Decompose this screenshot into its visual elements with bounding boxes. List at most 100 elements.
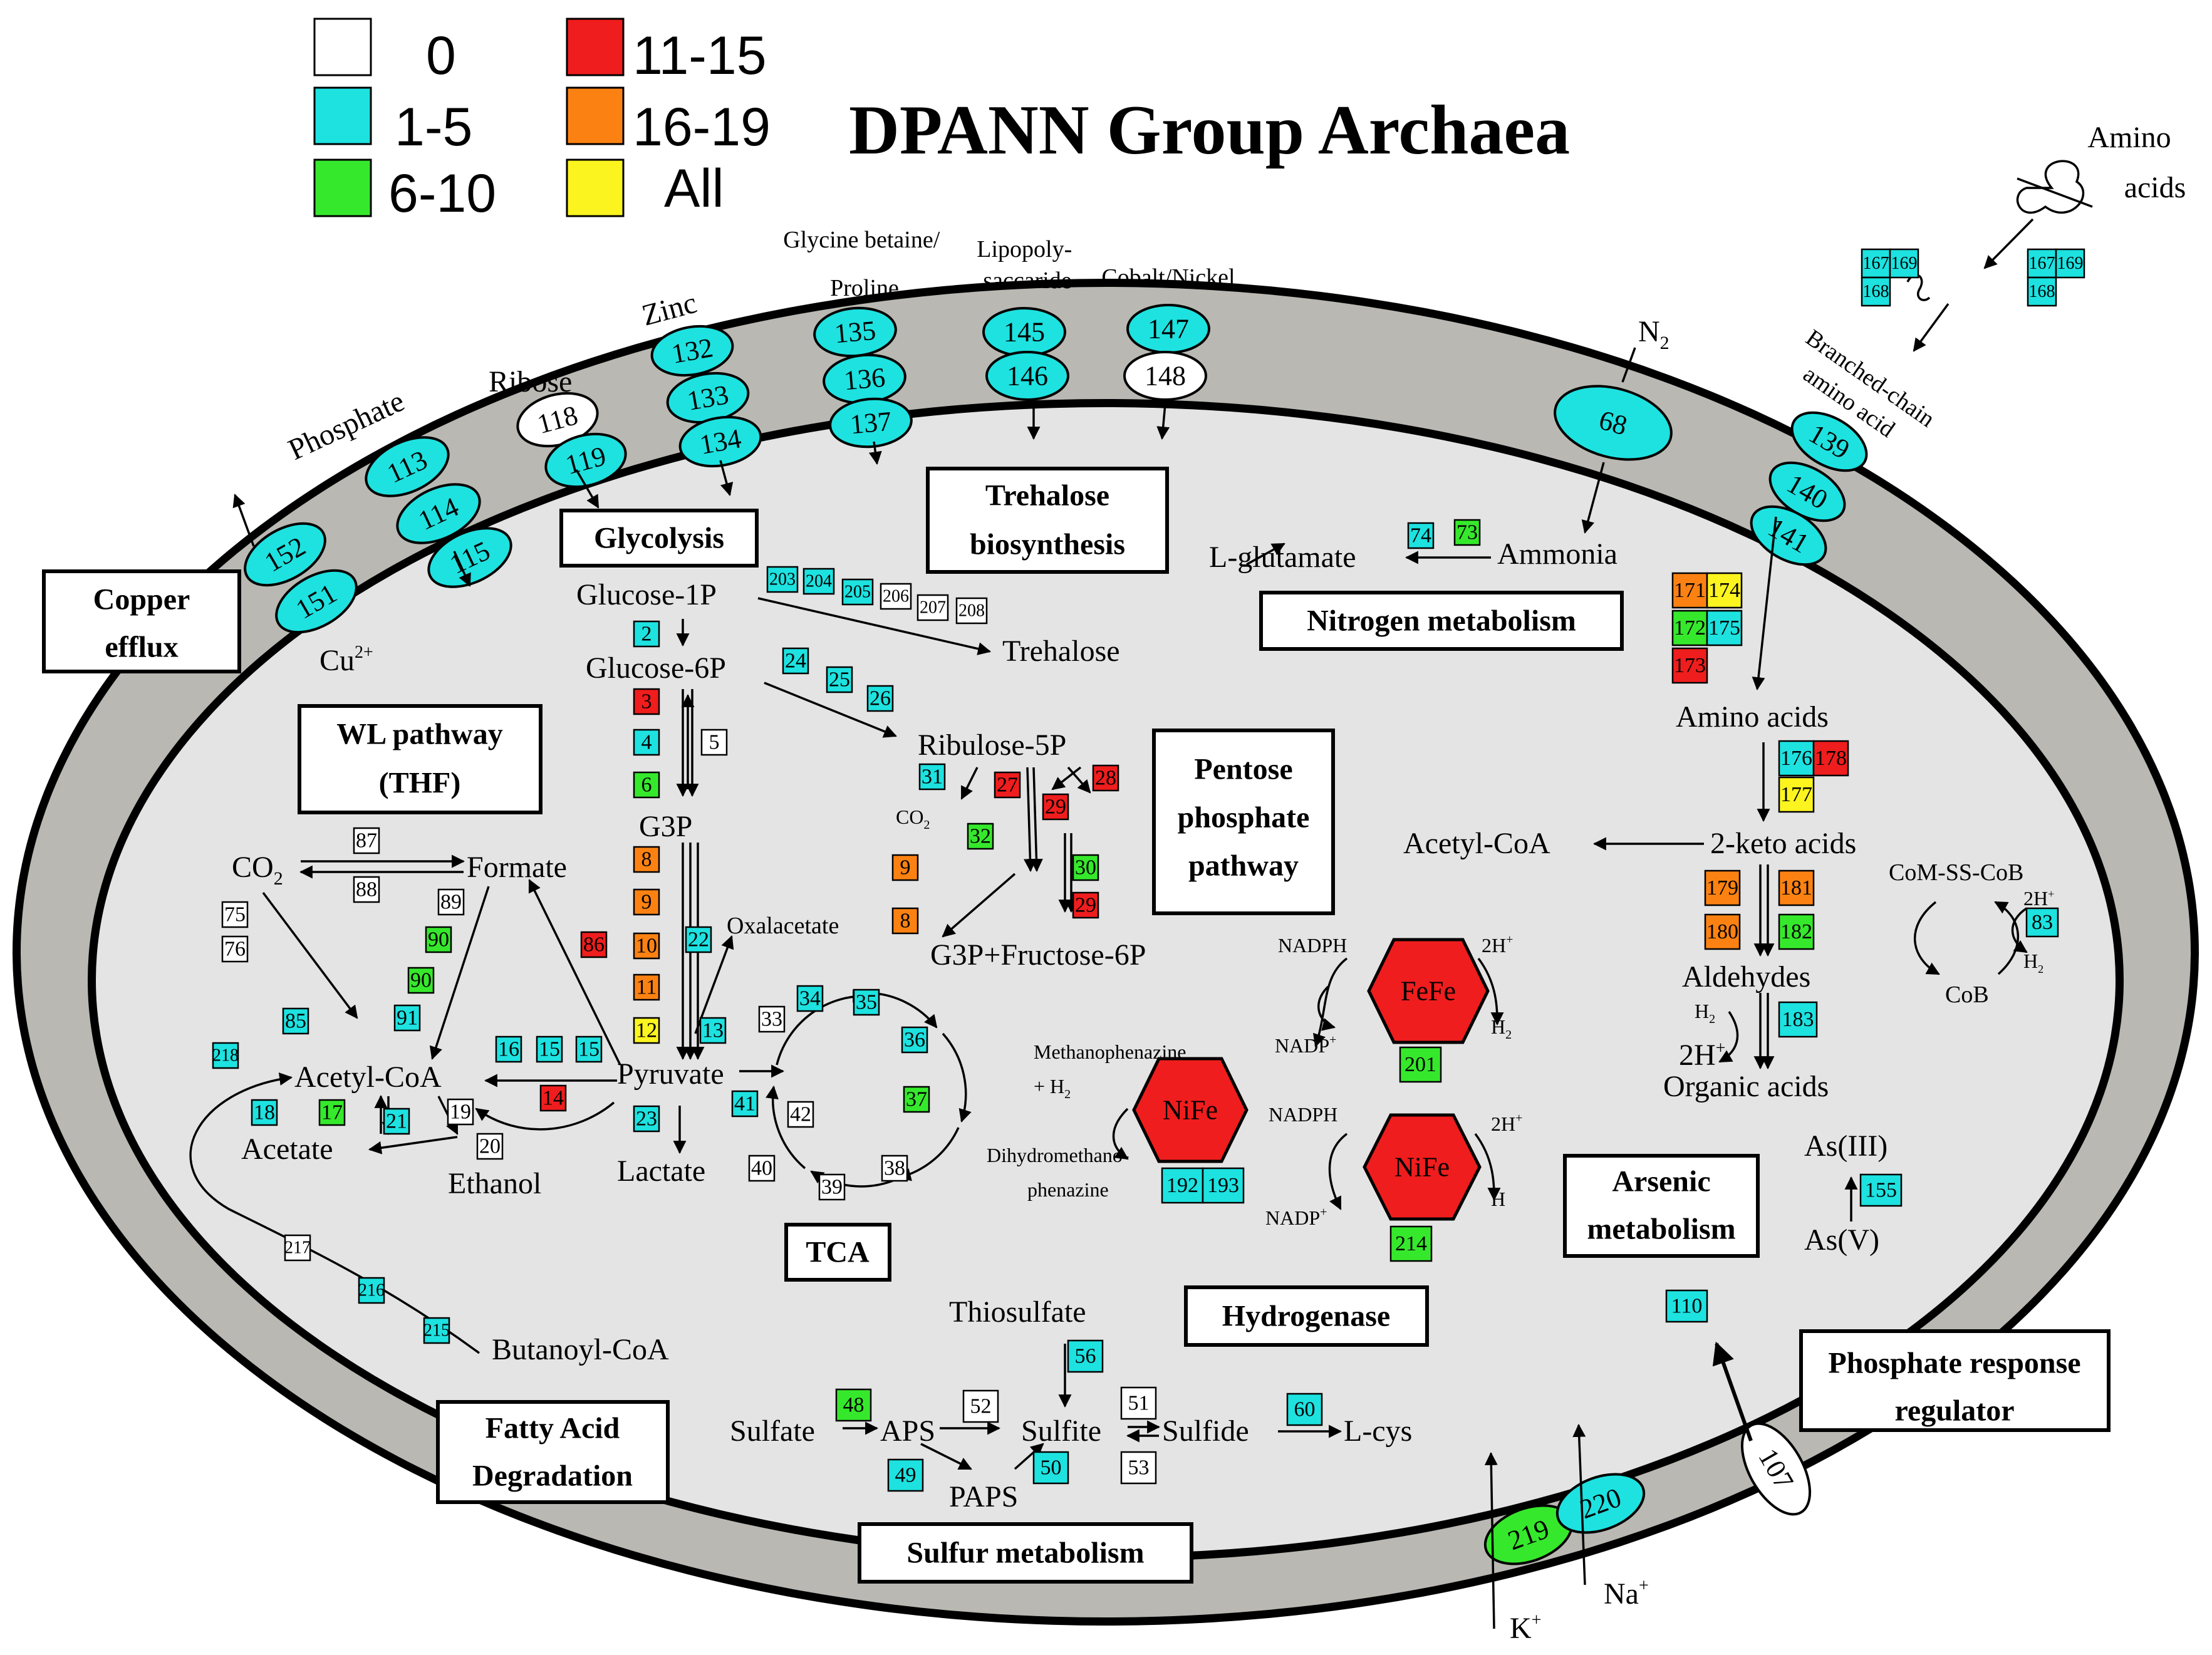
enzyme-175: 175	[1706, 610, 1743, 646]
enzyme-178: 178	[1812, 740, 1849, 777]
enzyme-12: 12	[633, 1017, 660, 1044]
enzyme-15: 15	[575, 1035, 603, 1063]
pyruvate: Pyruvate	[617, 1057, 724, 1091]
paps: PAPS	[949, 1480, 1018, 1513]
nife-hydrogenase-nadph: NiFe	[1363, 1113, 1482, 1221]
enzyme-169: 169	[2055, 248, 2085, 279]
enzyme-214: 214	[1389, 1225, 1433, 1262]
enzyme-label: 155	[1865, 1179, 1897, 1202]
transporter-113: 113	[365, 436, 450, 497]
fefe-hydrogenase: FeFe	[1367, 938, 1490, 1044]
svg-text:Trehalose: Trehalose	[985, 479, 1109, 512]
enzyme-89: 89	[437, 888, 465, 916]
enzyme-label: 204	[806, 572, 832, 591]
enzyme-207: 207	[916, 594, 949, 621]
enzyme-40: 40	[748, 1154, 776, 1182]
transporter-label: 133	[685, 379, 731, 417]
enzyme-label: 217	[284, 1238, 311, 1258]
cell	[13, 279, 2199, 1626]
metabolite-labels: Glucose-1P Glucose-6P Trehalose Ribulose…	[232, 537, 2054, 1513]
enzyme-21: 21	[383, 1108, 410, 1135]
svg-text:WL pathway: WL pathway	[336, 718, 502, 751]
section-sulfur: Sulfur metabolism	[858, 1522, 1193, 1584]
enzyme-32: 32	[967, 822, 994, 850]
svg-text:phosphate: phosphate	[1178, 801, 1310, 834]
enzyme-label: 91	[397, 1007, 418, 1030]
enzyme-label: 2	[641, 623, 652, 646]
butanoyl-coa: Butanoyl-CoA	[492, 1333, 669, 1366]
transporter-label: 147	[1148, 314, 1189, 345]
co2-wl: CO2	[232, 851, 283, 889]
enzyme-48: 48	[835, 1388, 872, 1422]
enzyme-19: 19	[447, 1098, 474, 1126]
enzyme-label: 51	[1128, 1392, 1150, 1415]
enzyme-85: 85	[282, 1007, 309, 1035]
transporter-label: 135	[833, 315, 877, 350]
amino-acids: Amino acids	[1676, 700, 1829, 734]
enzyme-label: 90	[428, 928, 449, 952]
2h-cob: 2H+	[2023, 887, 2054, 910]
2h-aldehyde: 2H+	[1679, 1039, 1725, 1072]
enzyme-label: 83	[2032, 911, 2053, 934]
transporter-135: 135	[813, 306, 897, 358]
transporter-114: 114	[396, 483, 481, 544]
legend-label: 0	[426, 26, 456, 86]
2-keto-acids: 2-keto acids	[1710, 827, 1856, 860]
enzyme-label: 167	[2029, 254, 2055, 273]
plus-h2: + H2	[1034, 1075, 1071, 1101]
enzyme-52: 52	[962, 1389, 999, 1423]
reaction-arrows	[189, 160, 2093, 1629]
lactate: Lactate	[617, 1154, 705, 1188]
enzyme-180: 180	[1704, 913, 1741, 950]
enzyme-192: 192	[1161, 1167, 1204, 1204]
enzyme-14: 14	[539, 1084, 567, 1112]
enzyme-30: 30	[1072, 854, 1099, 881]
enzyme-2: 2	[633, 620, 660, 648]
enzyme-35: 35	[853, 988, 880, 1016]
enzyme-8: 8	[633, 846, 660, 873]
transporter-146: 146	[985, 351, 1069, 401]
na-label: Na+	[1604, 1576, 1649, 1611]
svg-text:regulator: regulator	[1894, 1394, 2014, 1428]
transporter-68: 68	[1554, 385, 1673, 461]
enzyme-label: 203	[769, 570, 796, 589]
transporter-label: 132	[669, 332, 715, 370]
enzyme-label: 27	[997, 774, 1018, 797]
enzyme-label: 22	[688, 928, 709, 952]
enzyme-label: 40	[751, 1157, 772, 1180]
enzyme-6: 6	[633, 771, 660, 799]
enzyme-label: 28	[1095, 767, 1116, 790]
glycine-betaine-label: Glycine betaine/ Proline	[783, 227, 946, 301]
section-trehalose: Trehalose biosynthesis	[926, 467, 1169, 574]
enzyme-label: 182	[1780, 920, 1812, 943]
legend-item: 6-10	[313, 158, 496, 224]
svg-text:NiFe: NiFe	[1394, 1152, 1450, 1183]
enzyme-label: 52	[970, 1395, 992, 1418]
nadph-nife: NADPH	[1269, 1103, 1337, 1126]
enzyme-29: 29	[1072, 891, 1099, 919]
enzyme-91: 91	[393, 1004, 421, 1032]
enzyme-76: 76	[221, 935, 249, 963]
enzyme-label: 16	[498, 1038, 519, 1061]
legend-item: 11-15	[566, 18, 767, 86]
enzyme-172: 172	[1671, 610, 1708, 646]
ribulose-5p: Ribulose-5P	[918, 729, 1066, 762]
nife-hydrogenase-methanophenazine: NiFe	[1132, 1057, 1249, 1163]
lipopolysaccaride-label: Lipopoly- saccaride	[977, 236, 1077, 294]
enzyme-label: 86	[583, 933, 605, 957]
enzyme-8: 8	[891, 907, 919, 935]
enzyme-label: 181	[1780, 876, 1812, 900]
transporter-134: 134	[678, 415, 762, 468]
legend-item: 0	[313, 18, 456, 86]
enzyme-31: 31	[918, 763, 946, 791]
enzyme-label: 215	[423, 1321, 450, 1341]
com-ss-cob: CoM-SS-CoB	[1889, 859, 2023, 886]
enzyme-label: 26	[870, 687, 891, 710]
enzyme-26: 26	[866, 685, 894, 712]
enzyme-206: 206	[880, 583, 912, 610]
enzyme-179: 179	[1704, 869, 1741, 906]
section-arsenic: Arsenic metabolism	[1563, 1154, 1760, 1258]
legend-item: 16-19	[566, 86, 771, 157]
enzyme-label: 6	[641, 774, 652, 797]
enzyme-label: 169	[1891, 254, 1918, 273]
